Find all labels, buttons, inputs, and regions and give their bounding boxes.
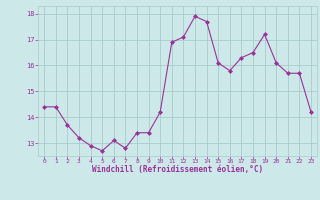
X-axis label: Windchill (Refroidissement éolien,°C): Windchill (Refroidissement éolien,°C)	[92, 165, 263, 174]
